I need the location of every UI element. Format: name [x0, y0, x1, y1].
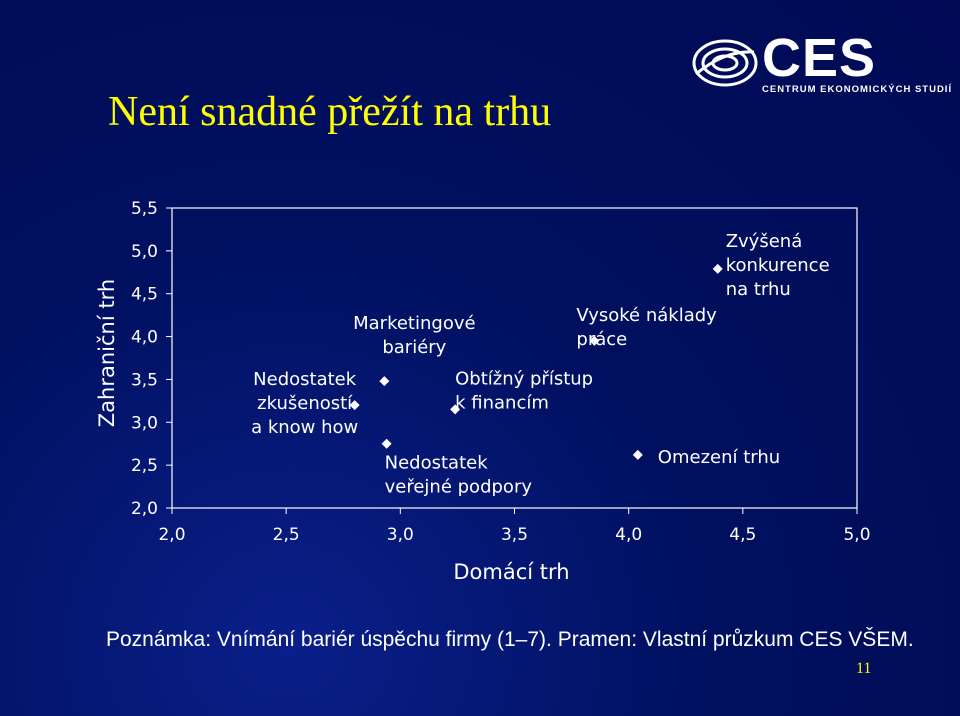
- x-tick-label: 5,0: [843, 525, 870, 545]
- label-marketing-barriers: bariéry: [382, 337, 446, 358]
- logo-wordmark: CES: [762, 28, 877, 88]
- label-labour-costs: práce: [576, 329, 627, 350]
- y-tick-label: 4,0: [131, 328, 158, 348]
- label-increased-competition: Zvýšená: [726, 231, 803, 252]
- label-labour-costs: Vysoké náklady: [576, 305, 717, 326]
- y-tick-label: 2,0: [131, 499, 158, 519]
- label-lack-of-experience: a know how: [251, 417, 358, 438]
- x-tick-label: 4,5: [729, 525, 756, 545]
- x-tick-label: 2,5: [273, 525, 300, 545]
- data-point: [712, 263, 723, 274]
- data-point: [381, 438, 392, 449]
- label-lack-of-public-support: Nedostatek: [385, 453, 489, 474]
- page-title: Není snadné přežít na trhu: [108, 89, 552, 135]
- x-tick-label: 3,5: [501, 525, 528, 545]
- label-lack-of-experience: zkušeností: [257, 393, 353, 414]
- data-point: [379, 376, 390, 387]
- data-point: [589, 335, 600, 346]
- footnote: Poznámka: Vnímání bariér úspěchu firmy (…: [106, 628, 914, 651]
- y-tick-label: 5,5: [131, 199, 158, 219]
- label-market-limitation: Omezení trhu: [658, 447, 780, 468]
- label-access-to-finance: Obtížný přístup: [455, 368, 593, 389]
- data-point: [349, 400, 360, 411]
- label-lack-of-experience: Nedostatek: [253, 369, 357, 390]
- label-increased-competition: na trhu: [726, 279, 791, 300]
- y-axis-label: Zahraniční trh: [95, 279, 119, 427]
- y-tick-label: 3,5: [131, 370, 158, 390]
- logo-subtitle: CENTRUM EKONOMICKÝCH STUDIÍ: [762, 84, 953, 95]
- data-point: [450, 404, 461, 415]
- globe-icon: [692, 39, 758, 87]
- x-axis-label: Domácí trh: [453, 560, 569, 584]
- y-tick-label: 3,0: [131, 413, 158, 433]
- label-increased-competition: konkurence: [726, 255, 830, 276]
- label-lack-of-public-support: veřejné podpory: [385, 477, 533, 498]
- x-tick-label: 2,0: [158, 525, 185, 545]
- x-tick-label: 4,0: [615, 525, 642, 545]
- label-marketing-barriers: Marketingové: [353, 313, 475, 334]
- y-tick-label: 4,5: [131, 285, 158, 305]
- data-point: [632, 449, 643, 460]
- label-access-to-finance: k financím: [455, 392, 549, 413]
- page-number: 11: [856, 660, 872, 677]
- ces-logo: CES CENTRUM EKONOMICKÝCH STUDIÍ: [690, 28, 951, 98]
- x-tick-label: 3,0: [387, 525, 414, 545]
- y-tick-label: 5,0: [131, 242, 158, 262]
- y-tick-label: 2,5: [131, 456, 158, 476]
